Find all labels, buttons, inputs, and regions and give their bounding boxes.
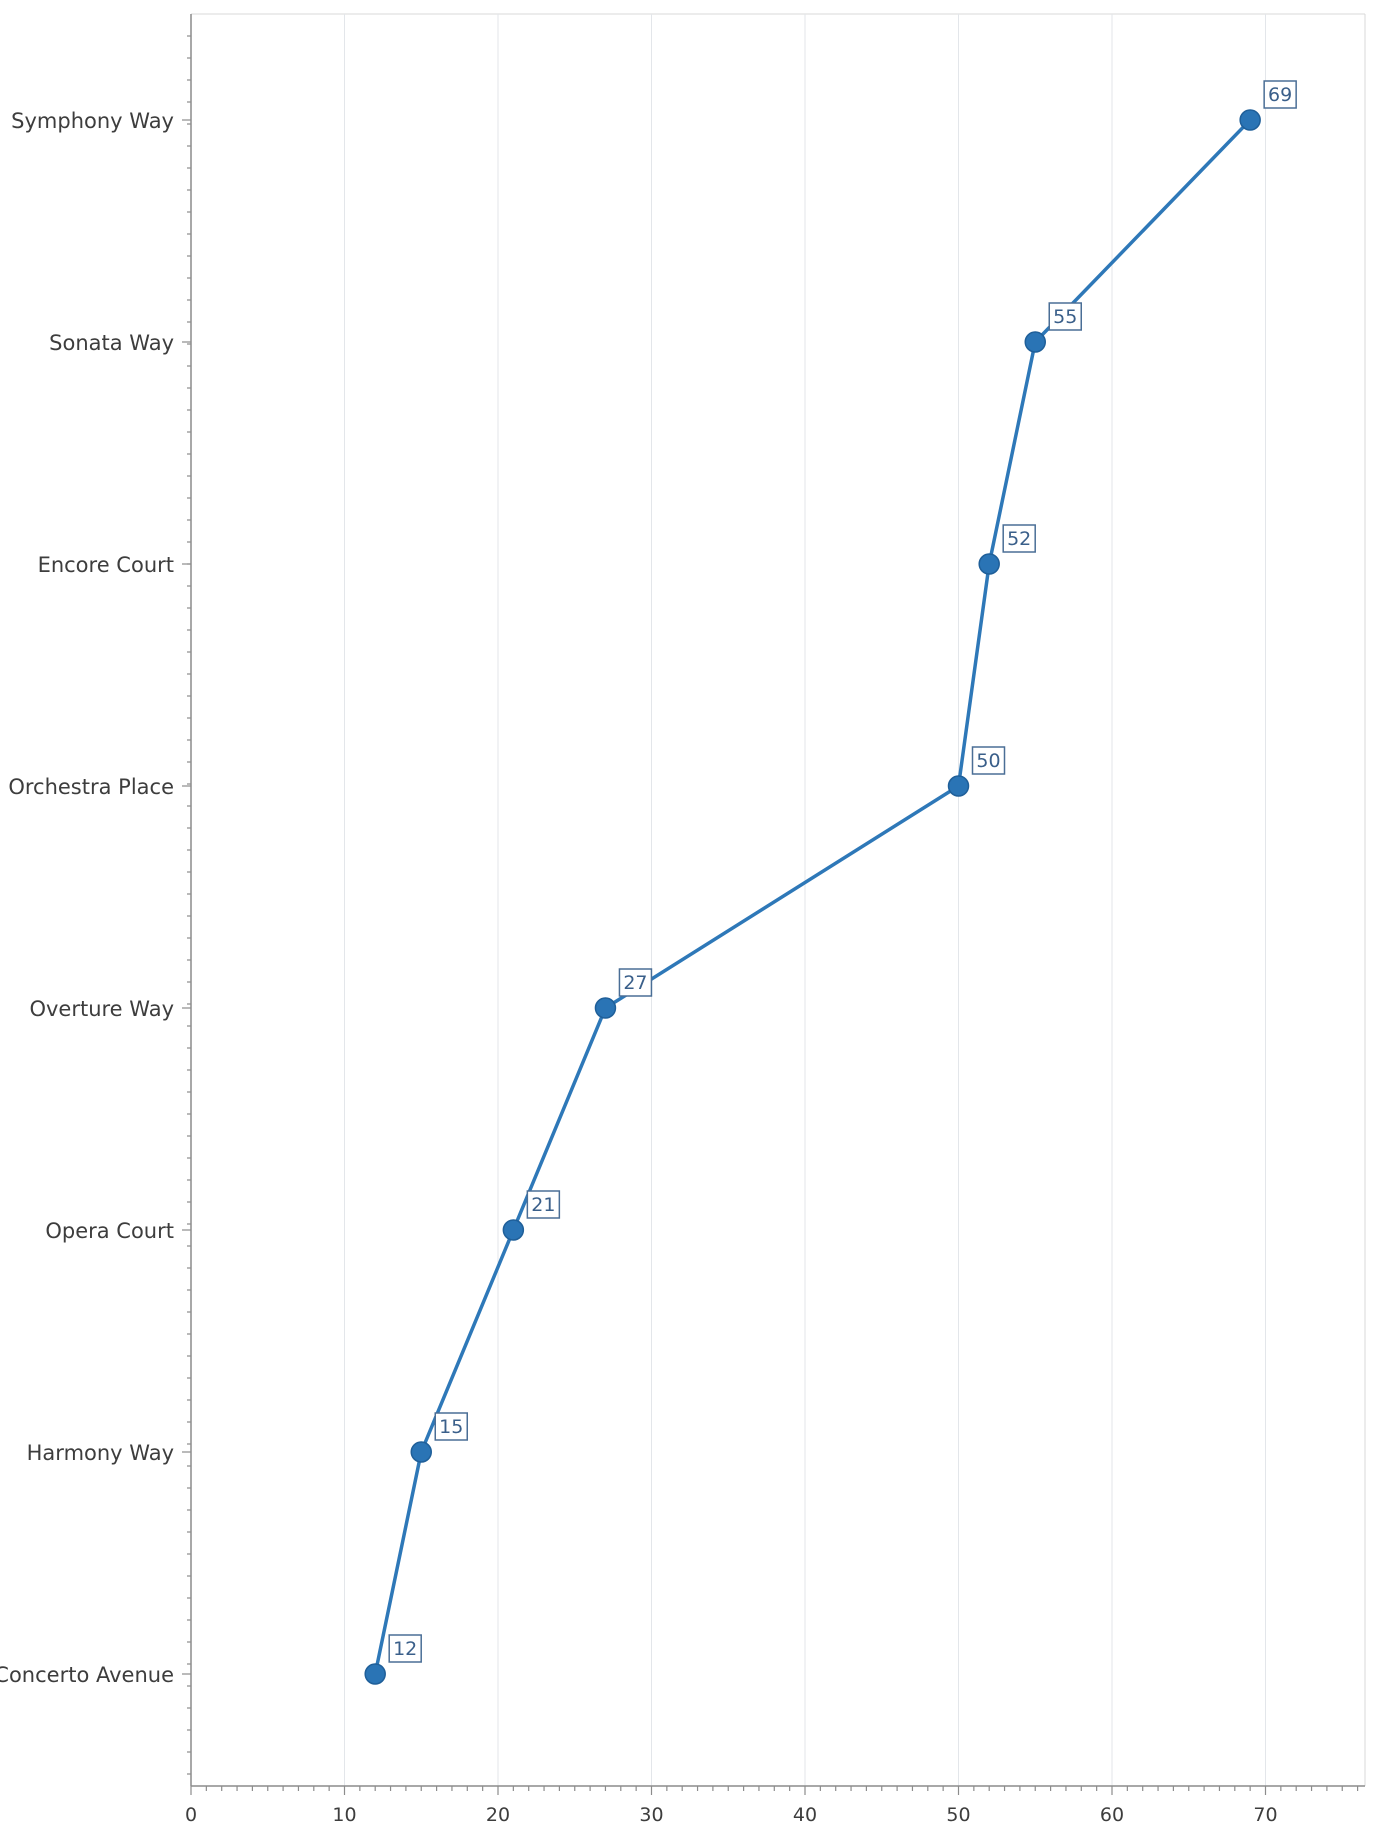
data-label-box xyxy=(618,968,653,997)
data-label-box xyxy=(1048,302,1082,331)
data-label: 27 xyxy=(618,968,653,997)
data-label: 69 xyxy=(1263,80,1297,109)
y-tick-label: Orchestra Place xyxy=(8,775,174,799)
data-label-box xyxy=(434,1412,468,1441)
vertical-gridlines xyxy=(344,14,1266,1786)
data-label: 12 xyxy=(388,1634,422,1663)
data-point-sonata-way xyxy=(1024,331,1046,353)
data-label-box xyxy=(526,1190,561,1219)
data-label-text: 55 xyxy=(1053,306,1077,328)
y-tick-label: Overture Way xyxy=(29,997,174,1021)
x-axis-tick-labels: 0 10 20 30 40 50 60 70 xyxy=(185,1804,1278,1826)
y-tick-label: Opera Court xyxy=(45,1219,174,1243)
data-label-text: 27 xyxy=(623,972,647,994)
data-point-orchestra-place xyxy=(947,775,970,797)
data-label-text: 15 xyxy=(439,1416,463,1438)
y-tick-label: Concerto Avenue xyxy=(0,1663,174,1687)
x-tick-label: 20 xyxy=(486,1804,510,1826)
series-line xyxy=(373,118,1252,1675)
y-tick-label: Symphony Way xyxy=(11,109,174,133)
data-point-encore-court xyxy=(978,553,1000,575)
data-point-opera-court xyxy=(502,1219,525,1241)
data-point-harmony-way xyxy=(410,1441,432,1463)
data-label-text: 52 xyxy=(1007,528,1031,550)
data-label-text: 69 xyxy=(1268,84,1292,106)
data-point-overture-way xyxy=(594,997,617,1019)
plot-frame xyxy=(191,13,1366,1786)
data-label: 55 xyxy=(1048,302,1082,331)
data-labels: 69 55 52 50 27 21 15 12 xyxy=(388,80,1297,1663)
y-tick-label: Sonata Way xyxy=(49,331,174,355)
data-point-symphony-way xyxy=(1239,109,1261,131)
data-label-text: 21 xyxy=(531,1194,555,1216)
data-label-box xyxy=(1263,80,1297,109)
x-tick-label: 60 xyxy=(1100,1804,1124,1826)
data-point-concerto-avenue xyxy=(364,1663,386,1685)
x-tick-label: 30 xyxy=(639,1804,663,1826)
y-axis-category-labels: Symphony Way Sonata Way Encore Court Orches… xyxy=(0,109,191,1687)
data-label-text: 50 xyxy=(976,750,1000,772)
series-line-group xyxy=(364,109,1261,1685)
data-label: 15 xyxy=(434,1412,468,1441)
data-label-box xyxy=(388,1634,422,1663)
x-tick-label: 70 xyxy=(1253,1804,1277,1826)
data-label-box xyxy=(971,746,1006,775)
x-tick-label: 50 xyxy=(946,1804,970,1826)
data-label-box xyxy=(1002,524,1036,553)
data-label: 50 xyxy=(971,746,1006,775)
data-label: 52 xyxy=(1002,524,1036,553)
axes xyxy=(187,14,1365,1795)
y-tick-label: Harmony Way xyxy=(27,1441,174,1465)
y-tick-label: Encore Court xyxy=(38,553,174,577)
x-tick-label: 0 xyxy=(185,1804,197,1826)
x-tick-label: 40 xyxy=(793,1804,817,1826)
x-tick-label: 10 xyxy=(332,1804,356,1826)
data-label: 21 xyxy=(526,1190,561,1219)
data-label-text: 12 xyxy=(393,1638,417,1660)
